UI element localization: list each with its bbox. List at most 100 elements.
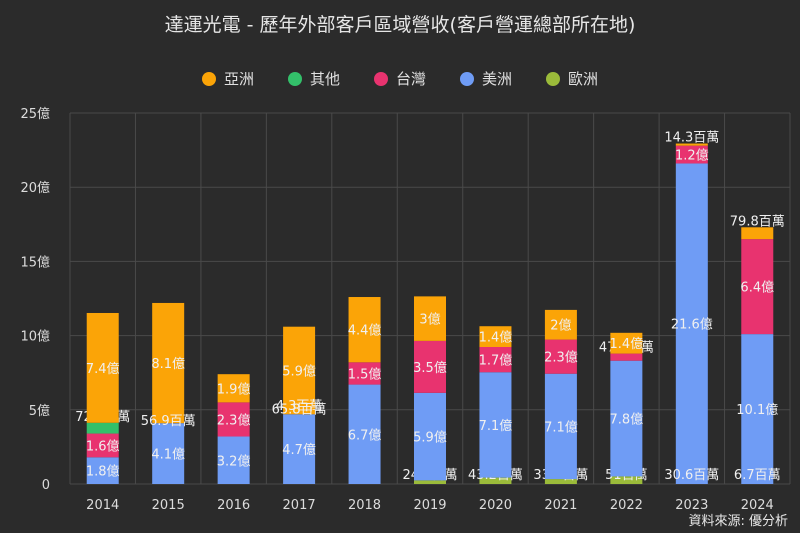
data-label: 7.4億 [86,361,120,377]
bar-segment-2016-美洲 [217,436,250,484]
data-label: 4.7億 [282,442,316,458]
legend-item-europe[interactable]: 歐洲 [546,68,598,89]
legend-swatch-americas [460,71,474,86]
bar-segment-2020-亞洲 [479,326,512,347]
legend-swatch-europe [546,71,561,86]
data-label: 10.1億 [736,402,778,418]
bar-segment-2022-台灣 [610,353,643,361]
data-label-small: 30.6百萬 [664,468,719,483]
x-tick-label: 2019 [413,498,446,513]
data-label: 14.3百萬 [664,131,719,146]
data-label: 8.1億 [151,356,185,372]
legend-label-americas: 美洲 [482,70,513,88]
data-label: 79.8百萬 [730,214,785,229]
bar-segment-2022-歐洲 [610,476,643,484]
data-label: 7.8億 [610,412,644,428]
bar-segment-2019-歐洲 [414,480,446,484]
data-label: 1.9億 [217,381,251,397]
bar-segment-2015-亞洲 [152,302,185,424]
data-label: 2.3億 [544,350,578,366]
data-label: 3.2億 [217,453,251,469]
data-label: 1.7億 [479,353,513,369]
data-label: 2.3億 [217,412,251,428]
bar-segment-2014-台灣 [86,433,119,458]
legend-label-asia: 亞洲 [223,70,254,88]
data-label: 1.6億 [86,438,120,454]
x-tick-label: 2017 [283,498,316,513]
data-label: 1.8億 [86,464,120,480]
data-label: 5.9億 [413,430,447,446]
data-label-small: 4.3百萬 [276,399,323,414]
x-tick-label: 2016 [217,498,250,513]
x-tick-label: 2020 [479,498,512,513]
bar-segment-2024-亞洲 [741,227,774,240]
legend-label-taiwan: 台灣 [395,70,426,88]
x-tick-label: 2015 [152,498,185,513]
y-tick-label: 5億 [29,403,50,419]
bar-segment-2018-亞洲 [348,297,381,363]
data-label: 7.1億 [544,419,578,435]
bar-segment-2015-美洲 [152,423,185,484]
bar-segment-2020-台灣 [479,346,512,373]
data-label: 4.1億 [151,447,185,463]
data-label: 6.7億 [348,427,382,443]
data-label: 2億 [550,318,571,334]
chart-title: 達運光電 - 歷年外部客戶區域營收(客戶營運總部所在地) [164,14,636,36]
data-label: 1.4億 [479,330,513,346]
legend-label-europe: 歐洲 [568,70,599,88]
data-label: 1.5億 [348,366,382,382]
bar-segment-2016-亞洲 [217,374,250,403]
data-label: 1.4億 [610,336,644,352]
bar-segment-2023-台灣 [675,145,708,164]
legend-label-other: 其他 [309,70,340,88]
bar-segment-2017-美洲 [283,414,316,484]
data-label: 21.6億 [671,317,713,333]
legend-swatch-taiwan [373,71,388,86]
bar-segment-2022-亞洲 [610,332,643,354]
x-tick-label: 2023 [675,498,708,513]
data-label: 3億 [419,312,440,328]
data-label-small: 56.9百萬 [141,414,196,429]
data-label-small: 65.8百萬 [272,402,327,417]
bar-segment-2014-美洲 [86,457,119,484]
bar-segment-2024-台灣 [741,239,774,335]
y-tick-label: 15億 [20,254,50,270]
source-note: 資料來源: 優分析 [688,514,788,529]
bar-segment-2024-美洲 [741,334,774,484]
data-label: 7.1億 [479,418,513,434]
bar-segment-2014-其他 [86,422,119,434]
bar-segment-2018-台灣 [348,362,381,385]
bar-segment-2023-美洲 [675,163,708,484]
data-label: 5.9億 [282,363,316,379]
legend-swatch-other [287,71,302,86]
x-tick-label: 2021 [544,498,577,513]
bar-segment-2020-歐洲 [479,477,512,484]
bar-segment-2020-美洲 [479,372,512,478]
data-label: 3.5億 [413,360,447,376]
legend-item-taiwan[interactable]: 台灣 [373,68,426,89]
bar-segment-2021-美洲 [544,373,577,480]
data-label: 4.4億 [348,323,382,339]
data-label-small: 6.7百萬 [734,468,781,483]
legend-item-americas[interactable]: 美洲 [460,68,512,89]
y-tick-label: 20億 [20,180,50,196]
bar-segment-2022-美洲 [610,360,643,477]
bar-segment-2021-歐洲 [544,479,577,484]
legend: 亞洲 其他 台灣 美洲 歐洲 [0,68,800,89]
legend-item-asia[interactable]: 亞洲 [201,68,254,89]
x-tick-label: 2018 [348,498,381,513]
data-label: 1.2億 [675,148,709,164]
bar-segment-2019-亞洲 [414,296,446,341]
bar-segment-2023-亞洲 [675,143,708,146]
bar-segment-2019-台灣 [414,340,446,393]
bar-segment-2021-亞洲 [544,309,577,340]
y-tick-label: 25億 [20,106,50,122]
bar-segment-2017-亞洲 [283,326,316,415]
bar-segment-2018-美洲 [348,384,381,484]
legend-item-other[interactable]: 其他 [287,68,340,89]
y-tick-label: 10億 [20,329,50,345]
y-tick-label: 0 [42,478,50,493]
bar-segment-2014-亞洲 [86,312,119,423]
x-tick-label: 2024 [741,498,774,513]
bar-segment-2016-台灣 [217,402,250,437]
